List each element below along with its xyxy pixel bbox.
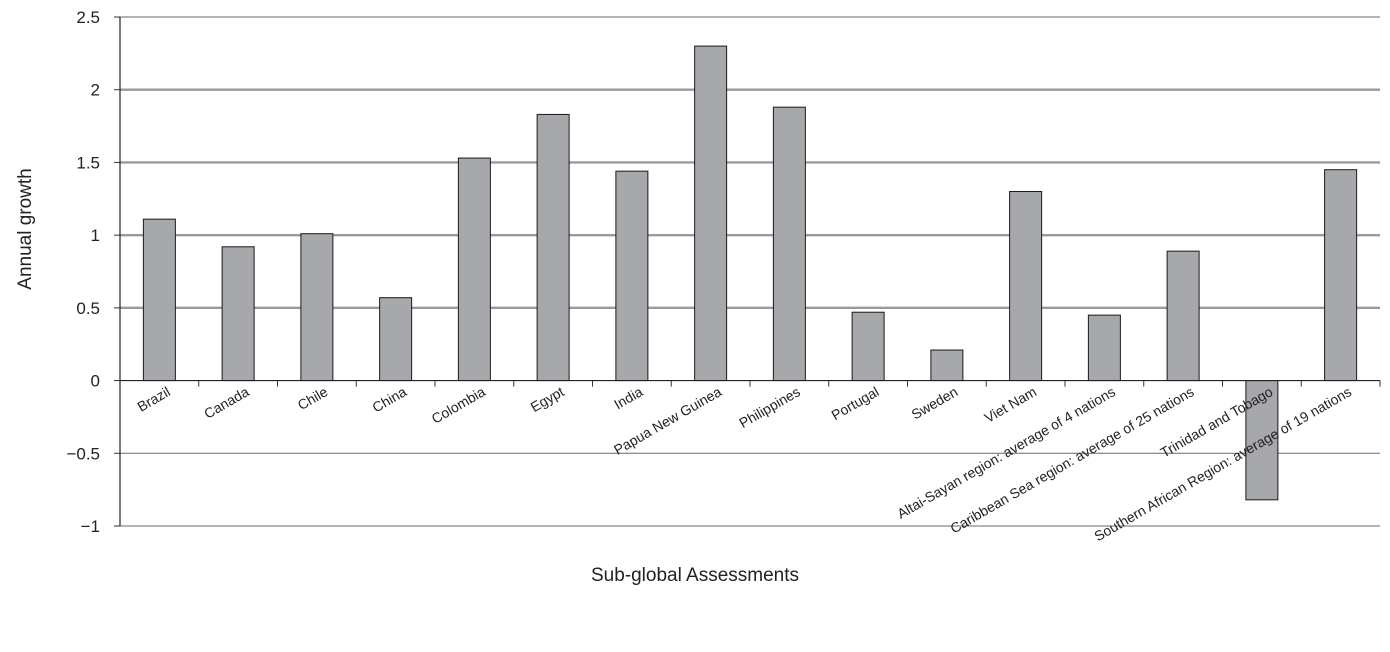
y-tick-label: 2 [91, 81, 100, 100]
x-tick-labels: Brazil Canada Chile China Colombia Egypt India… [135, 383, 1355, 544]
y-tick-labels: 2.5 2 1.5 1 0.5 0 −0.5 −1 [66, 8, 100, 536]
x-tick-label: India [611, 383, 645, 412]
x-tick-label: China [369, 383, 409, 415]
x-tick-label: Chile [295, 383, 331, 413]
x-tick-label: Portugal [828, 383, 881, 423]
x-tick-label: Sweden [909, 383, 961, 422]
bar [851, 311, 885, 382]
bar [615, 170, 649, 382]
x-tick-label: Viet Nam [981, 383, 1039, 426]
bar [930, 349, 964, 382]
bar [1087, 314, 1121, 382]
x-tick-label: Brazil [135, 383, 173, 414]
y-tick-label: 1.5 [76, 153, 100, 172]
y-tick-label: −0.5 [66, 444, 100, 463]
x-tick-label: Philippines [736, 383, 803, 431]
x-axis-title: Sub-global Assessments [591, 565, 799, 586]
bar [1009, 191, 1043, 382]
y-tick-label: −1 [81, 517, 100, 536]
bar [457, 157, 491, 382]
y-axis-title: Annual growth [15, 168, 36, 289]
bar [536, 113, 570, 382]
y-tick-label: 0.5 [76, 299, 100, 318]
bar [1324, 169, 1358, 382]
bar [142, 218, 176, 382]
axes [114, 16, 1381, 527]
y-tick-label: 1 [91, 226, 100, 245]
x-tick-label: Canada [201, 383, 252, 421]
x-tick-label: Colombia [429, 383, 488, 427]
y-tick-label: 0 [91, 372, 100, 391]
y-tick-label: 2.5 [76, 8, 100, 27]
bar [694, 45, 728, 382]
bar [772, 106, 806, 382]
bar [221, 246, 255, 382]
x-tick-label: Egypt [528, 383, 567, 415]
x-tick-label: Southern African Region: average of 19 n… [1091, 383, 1354, 544]
bar [1245, 380, 1279, 501]
bar [1166, 250, 1200, 382]
bar [300, 233, 334, 382]
bar [379, 297, 413, 382]
bars [142, 45, 1358, 501]
